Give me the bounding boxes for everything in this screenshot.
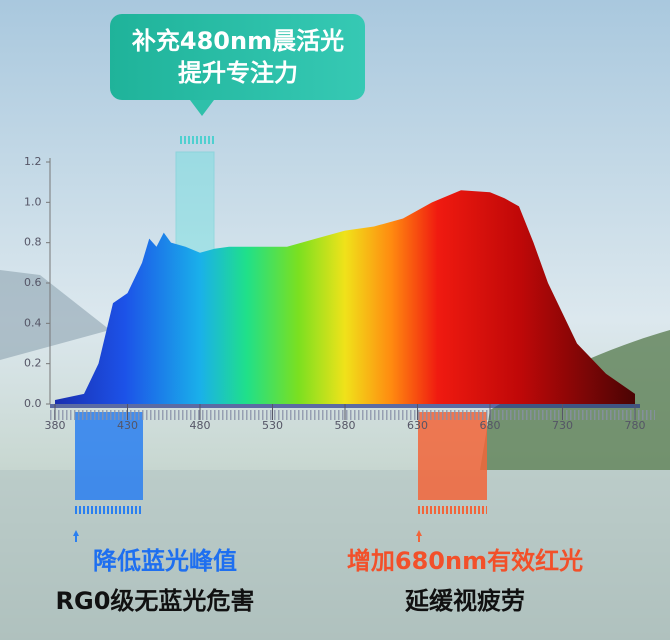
x-tick-label: 380	[45, 419, 66, 432]
x-tick-label: 480	[190, 419, 211, 432]
y-tick-label: 0.6	[24, 276, 42, 289]
callout-box	[110, 14, 365, 100]
x-tick-label: 580	[335, 419, 356, 432]
x-tick-label: 780	[625, 419, 646, 432]
note-title: 增加680nm有效红光	[347, 547, 583, 575]
y-tick-label: 0.4	[24, 316, 42, 329]
y-tick-label: 0.8	[24, 236, 42, 249]
plot: 0.0 0.2 0.4 0.6 0.8 1.0 1.2 380 430 480 530 580 630 6…	[24, 155, 655, 432]
x-tick-label: 630	[407, 419, 428, 432]
x-tick-label: 730	[552, 419, 573, 432]
callout-line: 提升专注力	[178, 59, 298, 87]
red-arrow	[416, 530, 422, 542]
note-title: 降低蓝光峰值	[93, 547, 237, 575]
x-tick-label: 680	[480, 419, 501, 432]
blue-bar	[75, 412, 143, 500]
blue-arrow	[73, 530, 79, 542]
x-tick-label: 430	[117, 419, 138, 432]
y-tick-label: 1.2	[24, 155, 42, 168]
note-text: 延缓视疲劳	[404, 587, 525, 615]
note-text: RG0级无蓝光危害	[56, 587, 255, 615]
spectrum-area	[55, 190, 635, 404]
y-tick-label: 1.0	[24, 195, 42, 208]
callout-pointer	[190, 100, 214, 116]
x-tick-label: 530	[262, 419, 283, 432]
mountain	[0, 270, 110, 360]
y-tick-label: 0.2	[24, 357, 42, 370]
y-tick-label: 0.0	[24, 397, 42, 410]
callout-line: 补充480nm晨活光	[132, 27, 344, 55]
red-bar	[418, 412, 487, 500]
